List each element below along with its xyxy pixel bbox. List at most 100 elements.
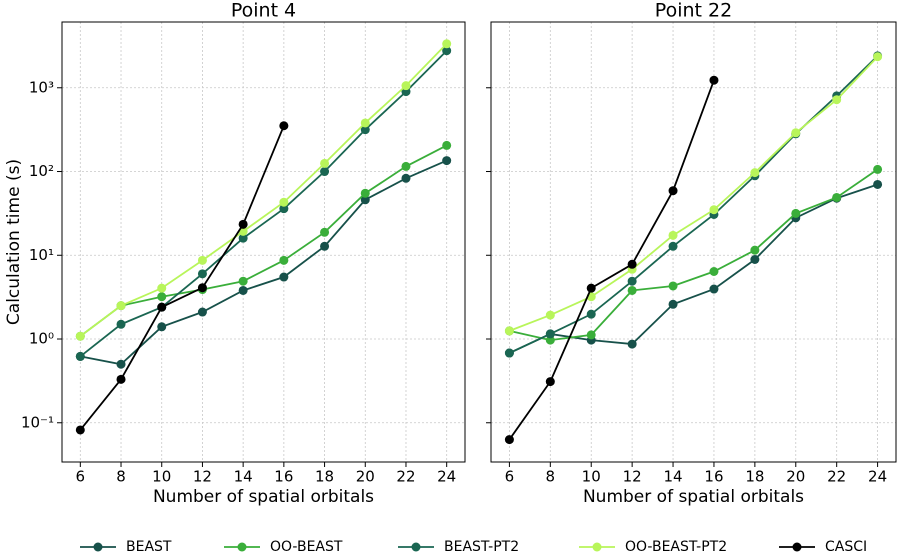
x-tick-label: 10 — [582, 468, 601, 486]
data-point — [157, 302, 167, 312]
x-tick-label: 22 — [827, 468, 846, 486]
data-point — [668, 186, 678, 196]
series-line — [509, 56, 879, 332]
data-point — [238, 233, 248, 243]
data-point — [238, 276, 248, 286]
series-line — [79, 50, 448, 358]
data-point — [360, 188, 370, 198]
data-point — [320, 241, 330, 251]
x-tick-label: 10 — [152, 468, 171, 486]
data-point — [668, 230, 678, 240]
data-point — [442, 39, 452, 49]
plot-frame — [490, 21, 897, 463]
data-point — [586, 309, 596, 319]
data-point — [545, 329, 555, 339]
x-tick-label: 12 — [193, 468, 212, 486]
x-tick-label: 6 — [505, 468, 515, 486]
legend-marker — [237, 542, 247, 552]
x-tick-label: 8 — [116, 468, 126, 486]
data-point — [401, 161, 411, 171]
panel: Point 4 Number of spatial orbitals Calcula… — [4, 0, 466, 507]
data-point — [668, 299, 678, 309]
data-point — [504, 435, 514, 445]
data-point — [360, 125, 370, 135]
data-point — [750, 245, 760, 255]
legend-label: OO-BEAST-PT2 — [625, 539, 727, 554]
x-tick-label: 24 — [868, 468, 887, 486]
data-point — [360, 195, 370, 205]
data-point — [157, 292, 167, 302]
panel: Point 22 Number of spatial orbitals 6 8 10 12… — [486, 0, 897, 507]
data-point — [279, 121, 289, 131]
data-point — [545, 335, 555, 345]
legend-marker — [792, 542, 802, 552]
legend-label: OO-BEAST — [270, 539, 343, 554]
x-tick-label: 20 — [356, 468, 375, 486]
data-point — [791, 128, 801, 138]
data-point — [545, 310, 555, 320]
data-point — [750, 255, 760, 265]
series-line — [79, 43, 448, 337]
data-point — [320, 167, 330, 177]
y-tick-label: 10³ — [29, 78, 54, 96]
data-point — [197, 269, 207, 279]
x-axis-label: Number of spatial orbitals — [583, 487, 804, 507]
data-point — [873, 52, 883, 62]
legend: BEAST OO-BEAST BEAST-PT2 OO-BEAST-PT2 CASCI — [80, 539, 867, 554]
data-point — [157, 322, 167, 332]
data-point — [360, 118, 370, 128]
panel-title: Point 22 — [655, 0, 732, 22]
data-point — [116, 319, 126, 329]
x-tick-label: 14 — [663, 468, 682, 486]
data-point — [238, 285, 248, 295]
data-point — [442, 156, 452, 166]
data-point — [627, 339, 637, 349]
y-tick-label: 10⁰ — [29, 330, 54, 348]
data-point — [320, 227, 330, 237]
data-point — [709, 205, 719, 215]
series-line — [79, 125, 285, 431]
data-point — [504, 348, 514, 358]
series-line — [508, 79, 715, 441]
data-point — [586, 283, 596, 293]
legend-label: BEAST — [126, 539, 172, 554]
x-tick-label: 6 — [76, 468, 86, 486]
data-point — [279, 197, 289, 207]
x-tick-label: 20 — [786, 468, 805, 486]
data-point — [668, 281, 678, 291]
series-line — [509, 55, 879, 354]
data-point — [791, 208, 801, 218]
data-point — [709, 284, 719, 294]
data-point — [832, 192, 842, 202]
data-point — [709, 266, 719, 276]
data-point — [75, 351, 85, 361]
data-point — [504, 326, 514, 336]
data-point — [320, 158, 330, 168]
data-point — [279, 255, 289, 265]
data-point — [238, 219, 248, 229]
data-point — [873, 164, 883, 174]
data-point — [116, 301, 126, 311]
legend-marker — [93, 542, 103, 552]
data-point — [401, 173, 411, 183]
legend-marker — [411, 542, 421, 552]
x-tick-label: 24 — [437, 468, 456, 486]
data-point — [442, 140, 452, 150]
data-point — [873, 179, 883, 189]
y-tick-label: 10⁻¹ — [21, 413, 54, 431]
x-tick-label: 18 — [745, 468, 764, 486]
series-line — [509, 168, 879, 342]
data-point — [545, 377, 555, 387]
x-tick-label: 8 — [546, 468, 556, 486]
y-tick-label: 10² — [29, 162, 54, 180]
x-tick-label: 14 — [234, 468, 253, 486]
x-tick-label: 16 — [704, 468, 723, 486]
x-tick-label: 22 — [396, 468, 415, 486]
data-point — [75, 331, 85, 341]
data-point — [197, 283, 207, 293]
data-point — [627, 285, 637, 295]
x-tick-label: 12 — [623, 468, 642, 486]
legend-label: BEAST-PT2 — [444, 539, 519, 554]
data-point — [627, 259, 637, 269]
